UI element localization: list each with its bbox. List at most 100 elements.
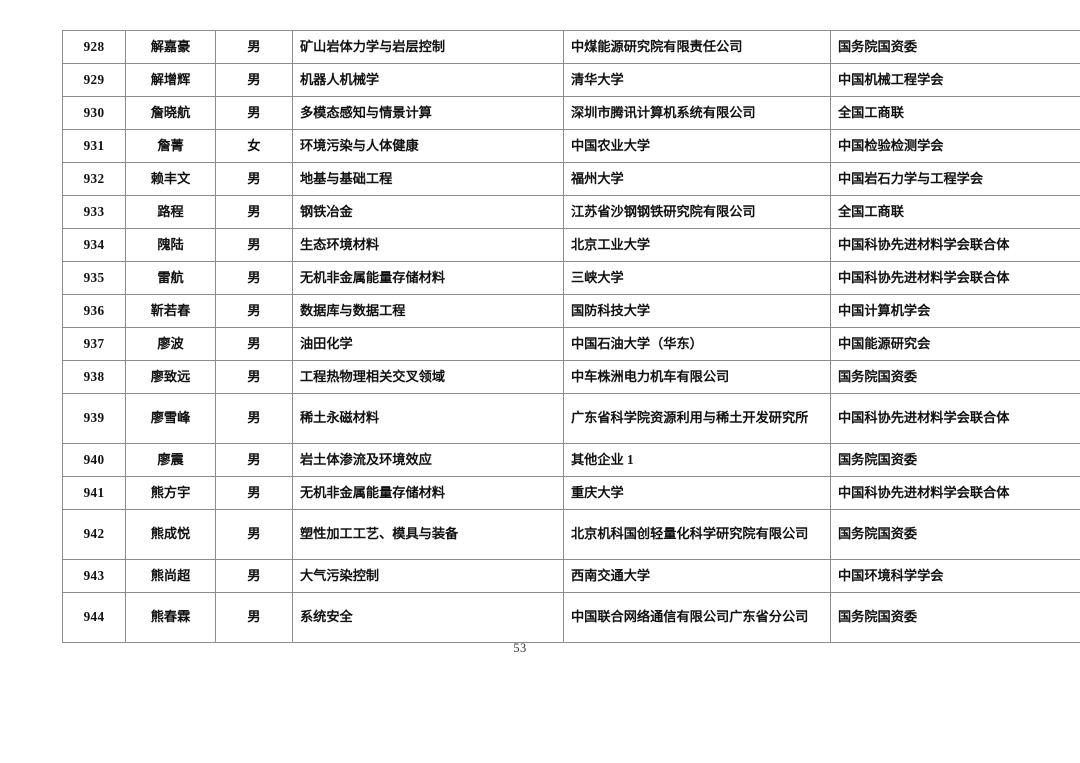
cell-sex: 男 bbox=[215, 592, 293, 643]
cell-name: 熊尚超 bbox=[125, 559, 216, 593]
cell-organization: 深圳市腾讯计算机系统有限公司 bbox=[563, 96, 831, 130]
table-row: 932 赖丰文男地基与基础工程 福州大学 中国岩石力学与工程学会 bbox=[62, 162, 1080, 196]
table-row: 940 廖震男岩土体渗流及环境效应 其他企业 1 国务院国资委 bbox=[62, 443, 1080, 477]
cell-sequence: 939 bbox=[62, 393, 126, 444]
cell-organization: 清华大学 bbox=[563, 63, 831, 97]
cell-recommending-unit: 中国检验检测学会 bbox=[830, 129, 1080, 163]
cell-recommending-unit: 中国能源研究会 bbox=[830, 327, 1080, 361]
cell-sequence: 929 bbox=[62, 63, 126, 97]
cell-sequence: 941 bbox=[62, 476, 126, 510]
cell-recommending-unit: 国务院国资委 bbox=[830, 509, 1080, 560]
table-row: 941 熊方宇男无机非金属能量存储材料 重庆大学 中国科协先进材料学会联合体 bbox=[62, 476, 1080, 510]
cell-organization: 中国农业大学 bbox=[563, 129, 831, 163]
cell-field: 塑性加工工艺、模具与装备 bbox=[292, 509, 564, 560]
cell-name: 解嘉豪 bbox=[125, 30, 216, 64]
cell-sex: 男 bbox=[215, 509, 293, 560]
cell-sex: 男 bbox=[215, 261, 293, 295]
cell-recommending-unit: 中国科协先进材料学会联合体 bbox=[830, 476, 1080, 510]
cell-recommending-unit: 中国岩石力学与工程学会 bbox=[830, 162, 1080, 196]
cell-recommending-unit: 中国计算机学会 bbox=[830, 294, 1080, 328]
cell-sex: 男 bbox=[215, 476, 293, 510]
cell-field: 矿山岩体力学与岩层控制 bbox=[292, 30, 564, 64]
cell-sequence: 940 bbox=[62, 443, 126, 477]
cell-field: 地基与基础工程 bbox=[292, 162, 564, 196]
cell-sequence: 944 bbox=[62, 592, 126, 643]
cell-field: 工程热物理相关交叉领域 bbox=[292, 360, 564, 394]
cell-sex: 男 bbox=[215, 327, 293, 361]
cell-recommending-unit: 全国工商联 bbox=[830, 195, 1080, 229]
cell-organization: 其他企业 1 bbox=[563, 443, 831, 477]
cell-recommending-unit: 中国科协先进材料学会联合体 bbox=[830, 393, 1080, 444]
cell-recommending-unit: 中国环境科学学会 bbox=[830, 559, 1080, 593]
cell-field: 机器人机械学 bbox=[292, 63, 564, 97]
cell-recommending-unit: 国务院国资委 bbox=[830, 360, 1080, 394]
table-row: 931 詹菁女环境污染与人体健康 中国农业大学 中国检验检测学会 bbox=[62, 129, 1080, 163]
cell-organization: 国防科技大学 bbox=[563, 294, 831, 328]
roster-table: 928 解嘉豪男矿山岩体力学与岩层控制 中煤能源研究院有限责任公司 国务院国资委 929… bbox=[62, 30, 1080, 643]
cell-organization: 北京工业大学 bbox=[563, 228, 831, 262]
cell-name: 廖震 bbox=[125, 443, 216, 477]
cell-organization: 北京机科国创轻量化科学研究院有限公司 bbox=[563, 509, 831, 560]
cell-name: 詹晓航 bbox=[125, 96, 216, 130]
table-row: 933 路程男钢铁冶金 江苏省沙钢钢铁研究院有限公司 全国工商联 bbox=[62, 195, 1080, 229]
table-row: 929 解增辉男机器人机械学 清华大学 中国机械工程学会 bbox=[62, 63, 1080, 97]
cell-recommending-unit: 国务院国资委 bbox=[830, 30, 1080, 64]
cell-field: 稀土永磁材料 bbox=[292, 393, 564, 444]
roster-table-container: 928 解嘉豪男矿山岩体力学与岩层控制 中煤能源研究院有限责任公司 国务院国资委 929… bbox=[62, 30, 1080, 643]
cell-sex: 男 bbox=[215, 63, 293, 97]
cell-organization: 中煤能源研究院有限责任公司 bbox=[563, 30, 831, 64]
cell-sequence: 928 bbox=[62, 30, 126, 64]
cell-sex: 男 bbox=[215, 96, 293, 130]
cell-name: 靳若春 bbox=[125, 294, 216, 328]
cell-organization: 西南交通大学 bbox=[563, 559, 831, 593]
cell-sex: 男 bbox=[215, 393, 293, 444]
cell-name: 赖丰文 bbox=[125, 162, 216, 196]
cell-name: 熊方宇 bbox=[125, 476, 216, 510]
cell-name: 詹菁 bbox=[125, 129, 216, 163]
table-row: 935 雷航男无机非金属能量存储材料 三峡大学 中国科协先进材料学会联合体 bbox=[62, 261, 1080, 295]
cell-recommending-unit: 国务院国资委 bbox=[830, 592, 1080, 643]
cell-sex: 男 bbox=[215, 228, 293, 262]
cell-sex: 男 bbox=[215, 360, 293, 394]
cell-sex: 男 bbox=[215, 162, 293, 196]
cell-sequence: 930 bbox=[62, 96, 126, 130]
cell-name: 熊春霖 bbox=[125, 592, 216, 643]
cell-sequence: 934 bbox=[62, 228, 126, 262]
cell-field: 生态环境材料 bbox=[292, 228, 564, 262]
cell-sex: 女 bbox=[215, 129, 293, 163]
cell-sequence: 943 bbox=[62, 559, 126, 593]
roster-table-body: 928 解嘉豪男矿山岩体力学与岩层控制 中煤能源研究院有限责任公司 国务院国资委 929… bbox=[62, 30, 1080, 643]
table-row: 939 廖雪峰男稀土永磁材料 广东省科学院资源利用与稀土开发研究所 中国科协先进材料学… bbox=[62, 393, 1080, 444]
cell-sex: 男 bbox=[215, 443, 293, 477]
table-row: 943 熊尚超男大气污染控制 西南交通大学 中国环境科学学会 bbox=[62, 559, 1080, 593]
cell-field: 油田化学 bbox=[292, 327, 564, 361]
cell-name: 廖波 bbox=[125, 327, 216, 361]
cell-organization: 江苏省沙钢钢铁研究院有限公司 bbox=[563, 195, 831, 229]
table-row: 942 熊成悦男塑性加工工艺、模具与装备 北京机科国创轻量化科学研究院有限公司 国务院… bbox=[62, 509, 1080, 560]
cell-sex: 男 bbox=[215, 559, 293, 593]
cell-field: 钢铁冶金 bbox=[292, 195, 564, 229]
cell-name: 雷航 bbox=[125, 261, 216, 295]
cell-recommending-unit: 中国机械工程学会 bbox=[830, 63, 1080, 97]
cell-sequence: 938 bbox=[62, 360, 126, 394]
cell-organization: 中车株洲电力机车有限公司 bbox=[563, 360, 831, 394]
cell-sequence: 935 bbox=[62, 261, 126, 295]
cell-organization: 福州大学 bbox=[563, 162, 831, 196]
cell-name: 熊成悦 bbox=[125, 509, 216, 560]
cell-name: 廖致远 bbox=[125, 360, 216, 394]
cell-field: 多模态感知与情景计算 bbox=[292, 96, 564, 130]
cell-sex: 男 bbox=[215, 30, 293, 64]
cell-recommending-unit: 中国科协先进材料学会联合体 bbox=[830, 261, 1080, 295]
cell-field: 系统安全 bbox=[292, 592, 564, 643]
table-row: 928 解嘉豪男矿山岩体力学与岩层控制 中煤能源研究院有限责任公司 国务院国资委 bbox=[62, 30, 1080, 64]
table-row: 938 廖致远男工程热物理相关交叉领域 中车株洲电力机车有限公司 国务院国资委 bbox=[62, 360, 1080, 394]
cell-organization: 重庆大学 bbox=[563, 476, 831, 510]
cell-sequence: 933 bbox=[62, 195, 126, 229]
cell-sequence: 942 bbox=[62, 509, 126, 560]
cell-field: 无机非金属能量存储材料 bbox=[292, 476, 564, 510]
cell-field: 数据库与数据工程 bbox=[292, 294, 564, 328]
cell-name: 隗陆 bbox=[125, 228, 216, 262]
cell-recommending-unit: 全国工商联 bbox=[830, 96, 1080, 130]
cell-name: 路程 bbox=[125, 195, 216, 229]
